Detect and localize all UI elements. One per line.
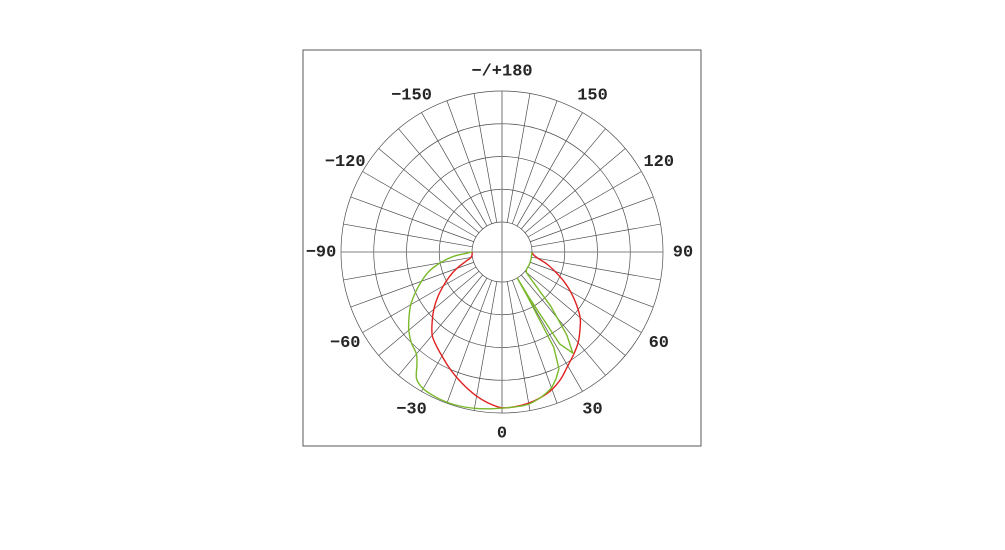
svg-text:−150: −150 xyxy=(391,87,432,106)
svg-text:90: 90 xyxy=(673,243,693,262)
svg-text:−120: −120 xyxy=(325,153,366,172)
svg-text:−/+180: −/+180 xyxy=(471,62,532,81)
svg-text:−30: −30 xyxy=(396,400,427,419)
svg-text:150: 150 xyxy=(577,87,608,106)
svg-text:120: 120 xyxy=(643,153,674,172)
svg-text:30: 30 xyxy=(582,400,602,419)
svg-text:0: 0 xyxy=(497,424,507,443)
svg-text:−90: −90 xyxy=(306,243,337,262)
svg-text:60: 60 xyxy=(649,334,669,353)
svg-text:−60: −60 xyxy=(330,334,361,353)
